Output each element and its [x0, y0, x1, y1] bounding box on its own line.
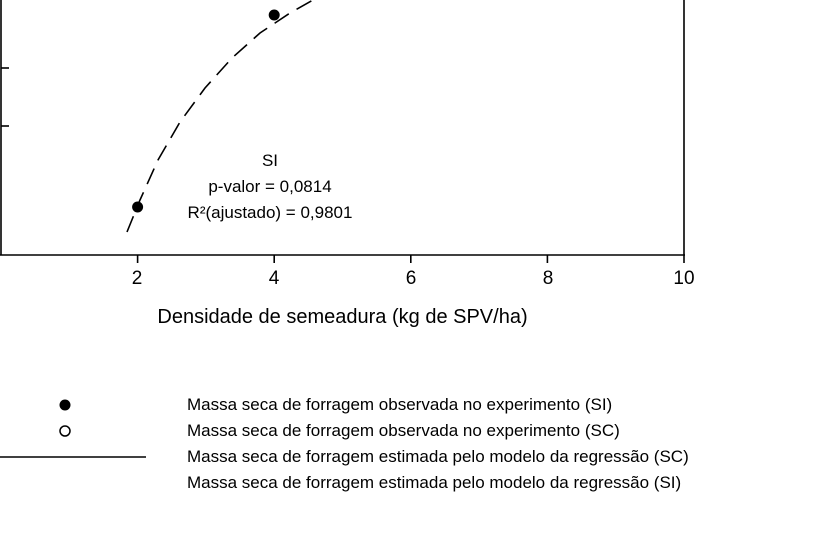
- x-tick-label-8: 8: [542, 268, 554, 289]
- legend-label: Massa seca de forragem observada no expe…: [187, 395, 613, 414]
- annotation-r2: R²(ajustado) = 0,9801: [187, 203, 353, 222]
- x-tick-label-4: 4: [268, 268, 280, 289]
- x-axis-label: Densidade de semeadura (kg de SPV/ha): [157, 306, 528, 328]
- annotation-pvalue: p-valor = 0,0814: [208, 177, 332, 196]
- x-tick-label-10: 10: [673, 268, 695, 289]
- legend: Massa seca de forragem observada no expe…: [187, 392, 689, 496]
- data-point-si: [132, 201, 144, 213]
- legend-label: Massa seca de forragem estimada pelo mod…: [187, 473, 682, 492]
- data-point-si: [268, 9, 280, 21]
- legend-marker-open-circle: [59, 425, 71, 437]
- legend-item: Massa seca de forragem observada no expe…: [187, 392, 689, 418]
- legend-label: Massa seca de forragem estimada pelo mod…: [187, 447, 689, 466]
- legend-marker-filled-circle: [59, 399, 71, 411]
- legend-label: Massa seca de forragem observada no expe…: [187, 421, 620, 440]
- annotation-si: SI p-valor = 0,0814 R²(ajustado) = 0,980…: [150, 148, 390, 226]
- legend-item: Massa seca de forragem estimada pelo mod…: [187, 470, 689, 496]
- x-tick-label-6: 6: [405, 268, 417, 289]
- annotation-series-label: SI: [261, 151, 279, 170]
- x-tick-label-2: 2: [131, 268, 143, 289]
- legend-item: Massa seca de forragem estimada pelo mod…: [187, 444, 689, 470]
- regression-curve-si: [126, 0, 315, 233]
- legend-item: Massa seca de forragem observada no expe…: [187, 418, 689, 444]
